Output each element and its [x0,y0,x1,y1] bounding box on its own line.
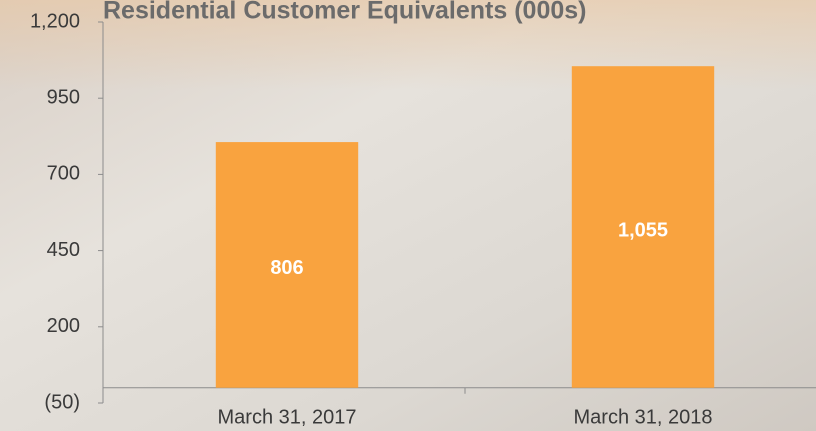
y-tick-label: 950 [47,86,80,108]
x-tick-label: March 31, 2017 [218,406,357,428]
y-tick-label: 1,200 [30,10,80,32]
y-tick-label: 450 [47,239,80,261]
y-tick-label: (50) [44,391,80,413]
y-tick-label: 200 [47,315,80,337]
chart-title: Residential Customer Equivalents (000s) [103,0,586,25]
chart: Residential Customer Equivalents (000s) … [0,0,816,431]
page: Residential Customer Equivalents (000s) … [0,0,816,431]
value-label: 1,055 [618,219,668,241]
x-tick-label: March 31, 2018 [574,406,713,428]
y-tick-label: 700 [47,163,80,185]
value-label: 806 [270,257,303,279]
